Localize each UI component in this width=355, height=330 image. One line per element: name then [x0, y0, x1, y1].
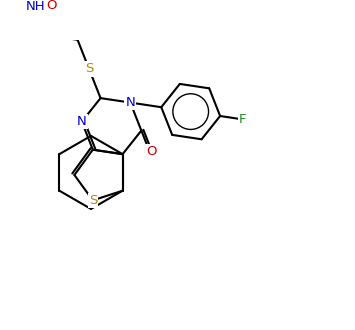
- Text: S: S: [85, 62, 93, 76]
- Text: S: S: [89, 194, 97, 207]
- Text: O: O: [146, 145, 157, 158]
- Text: O: O: [46, 0, 56, 12]
- Text: N: N: [77, 115, 87, 128]
- Text: F: F: [239, 113, 247, 126]
- Text: N: N: [125, 96, 135, 109]
- Text: NH: NH: [25, 0, 45, 13]
